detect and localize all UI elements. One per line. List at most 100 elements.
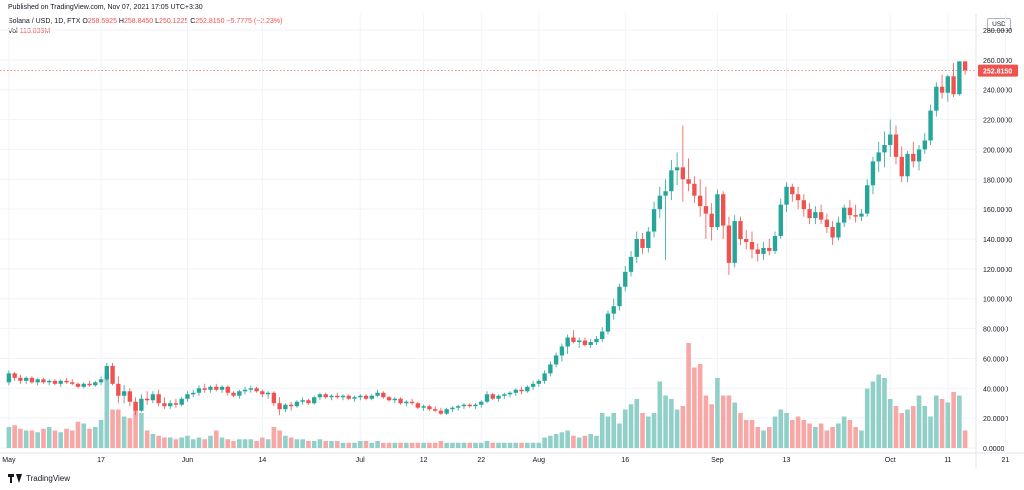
volume-bar — [934, 395, 939, 448]
candle-body — [882, 144, 887, 153]
candle-body — [196, 388, 202, 393]
candle-body — [611, 306, 616, 314]
volume-bar — [916, 395, 922, 448]
candle-body — [409, 401, 415, 404]
candle-body — [386, 397, 392, 401]
volume-bar — [242, 439, 248, 448]
open-value: 258.5925 — [87, 18, 117, 25]
volume-bar — [415, 442, 421, 448]
candle-body — [830, 227, 835, 238]
volume-bar — [352, 442, 357, 448]
candle-body — [911, 153, 916, 162]
candle-body — [335, 395, 340, 398]
close-label: C — [190, 18, 196, 25]
volume-bar — [715, 378, 720, 448]
time-axis-label: Oct — [885, 457, 896, 464]
volume-bar — [478, 442, 484, 448]
candle-body — [905, 153, 910, 177]
volume-bar — [202, 439, 208, 448]
volume-bar — [686, 343, 691, 448]
candle-body — [778, 204, 783, 237]
volume-bar — [697, 364, 703, 448]
candle-body — [398, 398, 403, 404]
candle-body — [738, 221, 743, 239]
volume-bar — [375, 441, 380, 448]
volume-bar — [784, 413, 789, 448]
candle-body — [363, 395, 369, 399]
volume-bar — [317, 439, 323, 448]
candle-body — [323, 394, 328, 398]
candle-body — [265, 392, 271, 395]
candle-body — [52, 380, 58, 384]
volume-bar — [144, 430, 150, 448]
candle-body — [288, 404, 294, 407]
candle-body — [818, 212, 824, 220]
volume-bar — [628, 404, 634, 448]
volume-bar — [755, 427, 761, 448]
volume-bar — [876, 374, 882, 448]
volume-bar — [962, 430, 968, 448]
volume-bar — [663, 395, 668, 448]
price-axis-label: 200.0000 — [983, 147, 1012, 154]
price-axis-label: 80.0000 — [983, 327, 1008, 334]
candle-body — [375, 392, 380, 396]
candle-body — [934, 86, 939, 111]
open-label: O — [82, 18, 88, 25]
candle-body — [306, 400, 311, 404]
volume-bar — [461, 442, 467, 448]
candle-body — [381, 392, 386, 398]
candle-body — [697, 195, 703, 207]
time-axis-label: May — [2, 457, 16, 464]
candle-body — [6, 373, 12, 383]
volume-bar — [830, 427, 835, 448]
volume-bar — [905, 409, 910, 448]
volume-bar — [346, 442, 352, 448]
candle-body — [507, 392, 513, 395]
volume-bar — [450, 442, 455, 448]
volume-bar — [52, 430, 58, 448]
volume-bar — [421, 442, 426, 448]
volume-bar — [236, 439, 242, 448]
candle-body — [634, 239, 639, 257]
volume-bar — [893, 406, 899, 448]
candle-body — [836, 222, 841, 238]
candle-body — [231, 392, 236, 396]
symbol-legend: Solana / USD, 1D, FTX O258.5925 H258.845… — [8, 17, 282, 37]
volume-bar — [599, 413, 605, 448]
candle-body — [928, 110, 933, 141]
candle-body — [173, 403, 179, 405]
volume-bar — [23, 430, 29, 448]
volume-bar — [824, 430, 830, 448]
volume-bar — [179, 437, 184, 448]
footer-brand[interactable]: TradingView — [8, 474, 70, 483]
volume-bar — [484, 441, 490, 448]
candle-body — [795, 194, 801, 201]
volume-bar — [571, 435, 576, 448]
candle-body — [663, 191, 668, 196]
candle-body — [444, 409, 449, 414]
candle-body — [582, 340, 588, 345]
volume-label[interactable]: Vol — [8, 28, 18, 35]
volume-bar — [398, 442, 403, 448]
volume-bar — [455, 442, 461, 448]
candle-body — [853, 215, 858, 217]
candle-body — [922, 140, 927, 150]
volume-bar — [104, 374, 110, 448]
volume-bar — [743, 420, 749, 448]
volume-bar — [887, 399, 893, 448]
volume-bar — [732, 402, 738, 448]
volume-bar — [536, 442, 542, 448]
price-axis-label: 20.0000 — [983, 416, 1008, 423]
candle-body — [242, 389, 248, 392]
price-axis-label: 280.0000 — [983, 28, 1012, 35]
volume-bar — [951, 392, 956, 448]
candle-body — [116, 383, 121, 396]
volume-bar — [121, 416, 127, 448]
candle-body — [311, 397, 317, 404]
volume-bar — [766, 427, 772, 448]
candle-body — [669, 170, 674, 192]
candle-body — [490, 394, 495, 399]
candle-body — [12, 373, 17, 378]
symbol-name[interactable]: Solana / USD, 1D, FTX — [8, 18, 81, 25]
